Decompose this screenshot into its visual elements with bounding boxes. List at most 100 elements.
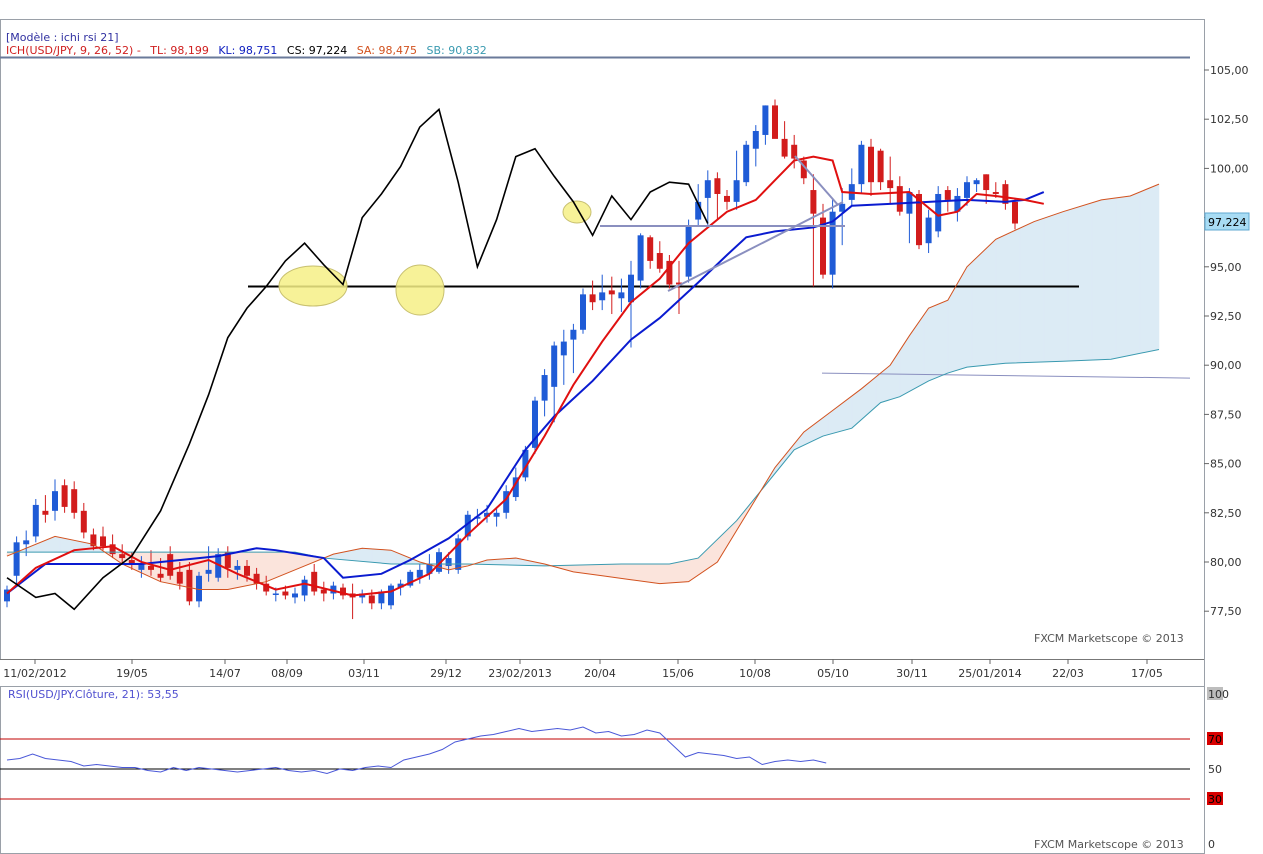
cloud-segment: [606, 563, 613, 578]
candle-body: [340, 587, 346, 596]
highlight-ellipse: [562, 200, 592, 224]
price-tick-label: 102,50: [1210, 113, 1249, 126]
cloud-segment: [1077, 205, 1083, 361]
cloud-segment: [275, 551, 281, 579]
cloud-segment: [971, 257, 977, 367]
time-axis-ticks: 11/02/2012 19/05 14/07 08/09 03/11 29/12 23/02…: [3, 659, 1163, 680]
candle-body: [532, 400, 538, 448]
time-tick-label: 19/05: [116, 667, 148, 680]
cloud-segment: [1105, 198, 1112, 360]
cloud-segment: [841, 399, 848, 432]
cloud-segment: [1019, 225, 1025, 363]
cloud-segment: [918, 314, 925, 387]
cloud-segment: [885, 364, 891, 402]
cloud-segment: [659, 563, 665, 584]
rsi-tick-label: 50: [1208, 763, 1222, 776]
cloud-segment: [976, 252, 982, 367]
cloud-segment: [505, 558, 512, 566]
candle-body: [176, 571, 183, 584]
candle-body: [119, 554, 126, 559]
model-label: [Modèle : ichi rsi 21]: [6, 31, 119, 44]
candle-body: [455, 538, 462, 570]
cloud-segment: [381, 549, 387, 564]
candle-body: [407, 571, 414, 586]
candle-body: [224, 552, 231, 568]
chikou-line: [6, 107, 709, 611]
candle-body: [292, 593, 298, 598]
cloud-segment: [774, 460, 781, 475]
candle-body: [570, 329, 577, 340]
cloud-segment: [899, 342, 905, 398]
candle-body: [263, 583, 270, 592]
cloud-segment: [875, 372, 881, 408]
reference-line: [821, 372, 1191, 379]
candle-body: [215, 554, 222, 578]
candle-body: [829, 211, 836, 275]
candle-body: [100, 536, 106, 547]
cloud-segment: [952, 282, 958, 372]
span-b-value: SB: 90,832: [426, 44, 487, 57]
cloud-segment: [357, 547, 363, 562]
cloud-segment: [1048, 214, 1054, 363]
falling-trendline: [794, 155, 839, 206]
cloud-segment: [870, 376, 877, 412]
candle-body: [368, 595, 375, 604]
time-tick-label: 11/02/2012: [3, 667, 66, 680]
candle-body: [944, 190, 951, 200]
cloud-segment: [83, 542, 89, 553]
candle-body: [464, 514, 471, 537]
candle-body: [589, 294, 596, 303]
cloud-segment: [616, 563, 622, 579]
candle-body: [580, 294, 586, 330]
candle-body: [311, 571, 318, 592]
cloud-segment: [1072, 206, 1078, 362]
cloud-segment: [59, 537, 65, 553]
candle-body: [388, 585, 394, 606]
candle-body: [704, 180, 711, 198]
indicator-legend: ICH(USD/JPY, 9, 26, 52) - TL: 98,199 KL:…: [6, 44, 487, 57]
cloud-segment: [1029, 221, 1035, 363]
cloud-segment: [285, 551, 291, 575]
candle-body: [762, 105, 769, 135]
time-tick-label: 17/05: [1131, 667, 1163, 680]
watermark-price: FXCM Marketscope © 2013: [1034, 632, 1184, 645]
cloud-segment: [625, 563, 632, 580]
cloud-segment: [942, 299, 949, 376]
cloud-segment: [361, 547, 368, 563]
candle-body: [714, 178, 721, 194]
kijun-line: [6, 191, 1045, 595]
last-price-text: 97,224: [1208, 216, 1247, 229]
candle-body: [935, 193, 942, 232]
cloud-segment: [1144, 187, 1150, 353]
cloud-segment: [611, 563, 617, 579]
span-a-value: SA: 98,475: [356, 44, 417, 57]
last-price-tag: [1204, 212, 1250, 231]
cloud-segment: [933, 303, 939, 380]
price-tick-label: 95,00: [1210, 261, 1242, 274]
span-a-line: [6, 183, 1160, 591]
candle-body: [330, 585, 337, 594]
candle-body: [272, 593, 279, 595]
candle-body: [618, 292, 625, 299]
cloud-segment: [1005, 232, 1011, 364]
candle-body: [378, 591, 385, 604]
cloud-segment: [347, 549, 353, 561]
candle-body: [253, 573, 260, 584]
highlight-ellipses: [278, 200, 592, 316]
cloud-segment: [909, 327, 915, 392]
cloud-segment: [981, 247, 987, 366]
cloud-segment: [592, 564, 598, 576]
candle-body: [800, 160, 807, 179]
cloud-segment: [865, 380, 872, 416]
cloud-segment: [1033, 219, 1040, 363]
candle-body: [781, 138, 788, 157]
cloud-segment: [376, 548, 382, 564]
rsi-level-tag: [1207, 792, 1223, 805]
candle-body: [205, 569, 212, 574]
price-tick-label: 100,00: [1210, 162, 1249, 175]
cloud-segment: [1134, 191, 1141, 355]
candle-body: [90, 534, 97, 547]
time-tick-label: 14/07: [209, 667, 241, 680]
cloud-segment: [1000, 234, 1006, 365]
